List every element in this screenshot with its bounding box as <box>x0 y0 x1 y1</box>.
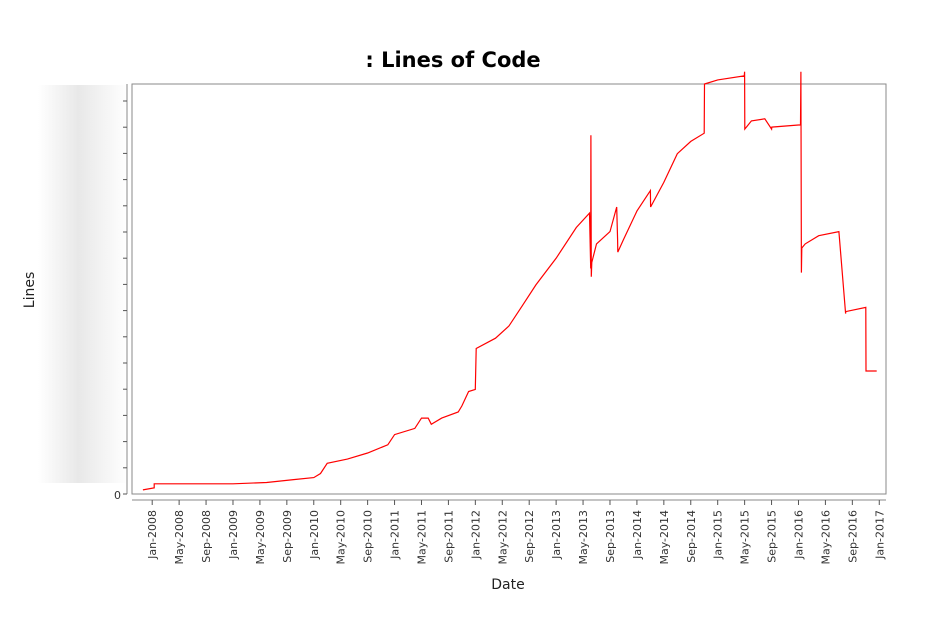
x-tick-label-23: Sep-2015 <box>766 510 779 563</box>
x-tick-label-0: Jan-2008 <box>146 510 159 560</box>
x-tick-label-25: May-2016 <box>819 510 832 565</box>
x-tick-label-6: Jan-2010 <box>308 510 321 560</box>
x-tick-label-4: May-2009 <box>254 510 267 565</box>
y-axis-label: Lines <box>22 272 38 308</box>
x-tick-label-10: May-2011 <box>415 510 428 565</box>
x-tick-label-21: Jan-2015 <box>712 510 725 560</box>
x-tick-label-3: Jan-2009 <box>227 510 240 560</box>
chart-title: : Lines of Code <box>365 48 540 72</box>
x-tick-label-26: Sep-2016 <box>846 510 859 563</box>
x-tick-label-22: May-2015 <box>739 510 752 565</box>
x-tick-label-9: Jan-2011 <box>389 510 402 560</box>
x-tick-label-15: Jan-2013 <box>550 510 563 560</box>
plot-area <box>131 83 887 495</box>
x-tick-label-7: May-2010 <box>335 510 348 565</box>
x-tick-label-16: May-2013 <box>577 510 590 565</box>
x-tick-label-20: Sep-2014 <box>685 510 698 563</box>
x-tick-label-18: Jan-2014 <box>631 510 644 560</box>
x-ticks: Jan-2008 May-2008 Sep-2008 Jan-2009 May-2009… <box>146 500 886 565</box>
x-tick-label-1: May-2008 <box>173 510 186 565</box>
y-ticks <box>123 100 127 495</box>
y-tick-label-zero: 0 <box>114 489 121 502</box>
x-tick-label-24: Jan-2016 <box>792 510 805 560</box>
x-tick-label-27: Jan-2017 <box>873 510 886 560</box>
x-axis-label: Date <box>491 577 524 593</box>
axis-shade-band <box>38 85 128 483</box>
x-tick-label-17: Sep-2013 <box>604 510 617 563</box>
x-tick-label-14: Sep-2012 <box>523 510 536 563</box>
x-tick-label-8: Sep-2010 <box>362 510 375 563</box>
x-tick-label-2: Sep-2008 <box>200 510 213 563</box>
x-tick-label-13: May-2012 <box>496 510 509 565</box>
x-tick-label-5: Sep-2009 <box>281 510 294 563</box>
x-tick-label-11: Sep-2011 <box>442 510 455 563</box>
x-tick-label-12: Jan-2012 <box>469 510 482 560</box>
series-line-lines-of-code <box>142 71 877 491</box>
x-tick-label-19: May-2014 <box>658 510 671 565</box>
